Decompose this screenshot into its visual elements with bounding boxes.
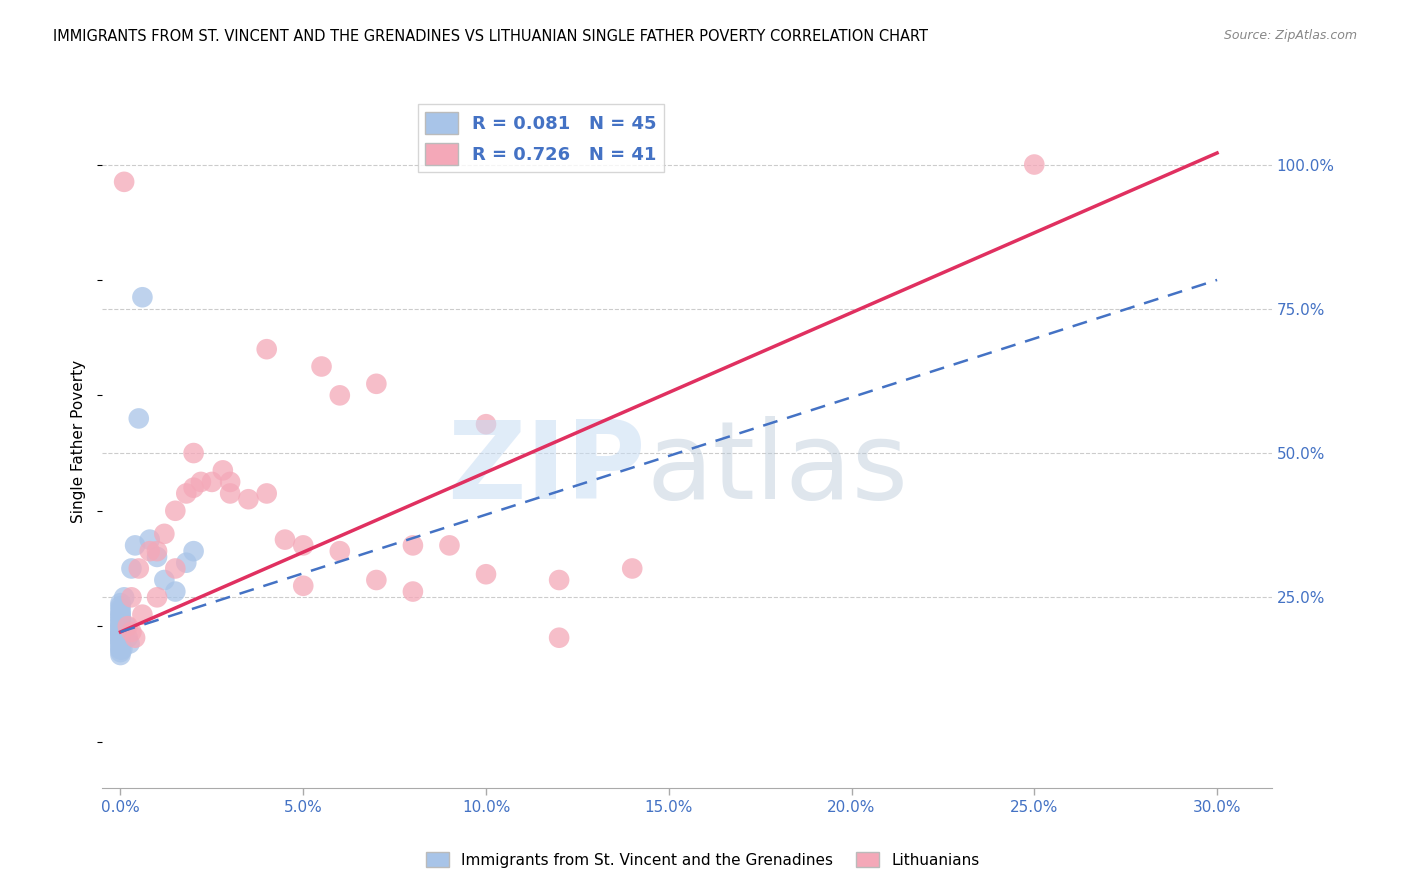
Point [120,561,142,575]
Point [165,561,187,575]
Point [366,376,388,391]
Point [112,175,135,189]
Point [110,624,132,639]
Point [110,610,132,624]
Point [165,504,187,518]
Point [439,538,461,552]
Point [117,631,139,645]
Point [402,538,425,552]
Point [110,599,132,613]
Point [110,642,132,657]
Point [115,619,138,633]
Point [110,624,132,639]
Point [110,602,132,616]
Point [548,573,571,587]
Point [366,573,388,587]
Point [274,533,297,547]
Point [183,544,205,558]
Point [165,584,187,599]
Point [621,561,644,575]
Point [110,616,132,631]
Point [110,636,132,650]
Point [146,549,169,564]
Point [201,475,224,489]
Point [138,533,160,547]
Point [219,475,242,489]
Point [110,619,132,633]
Point [110,631,132,645]
Point [128,561,150,575]
Point [138,544,160,558]
Point [110,633,132,648]
Point [329,388,352,402]
Point [131,290,153,304]
Point [292,538,315,552]
Point [183,446,205,460]
Point [110,645,132,659]
Point [110,619,132,633]
Point [153,526,176,541]
Text: IMMIGRANTS FROM ST. VINCENT AND THE GRENADINES VS LITHUANIAN SINGLE FATHER POVER: IMMIGRANTS FROM ST. VINCENT AND THE GREN… [53,29,928,44]
Point [256,486,278,500]
Point [120,624,142,639]
Point [402,584,425,599]
Point [131,607,153,622]
Point [110,622,132,636]
Point [124,631,146,645]
Point [329,544,352,558]
Point [110,648,132,662]
Point [110,605,132,619]
Point [211,463,233,477]
Point [117,619,139,633]
Point [110,631,132,645]
Point [110,607,132,622]
Point [110,636,132,650]
Point [112,591,135,605]
Point [110,614,132,628]
Point [110,640,132,654]
Point [238,492,260,507]
Point [110,619,132,633]
Point [475,567,498,582]
Point [153,573,176,587]
Point [174,556,197,570]
Point [548,631,571,645]
Point [110,628,132,642]
Point [110,596,132,610]
Point [183,481,205,495]
Point [110,607,132,622]
Legend: Immigrants from St. Vincent and the Grenadines, Lithuanians: Immigrants from St. Vincent and the Gren… [420,846,986,873]
Point [110,614,132,628]
Y-axis label: Single Father Poverty: Single Father Poverty [72,360,86,523]
Point [190,475,212,489]
Text: ZIP: ZIP [447,417,647,522]
Point [110,624,132,639]
Point [219,486,242,500]
Point [124,538,146,552]
Point [110,642,132,657]
Point [1024,157,1046,171]
Point [111,642,134,657]
Text: atlas: atlas [647,417,908,522]
Point [110,633,132,648]
Point [256,342,278,356]
Text: Source: ZipAtlas.com: Source: ZipAtlas.com [1223,29,1357,42]
Point [311,359,333,374]
Point [146,544,169,558]
Point [174,486,197,500]
Legend: R = 0.081   N = 45, R = 0.726   N = 41: R = 0.081 N = 45, R = 0.726 N = 41 [418,104,664,172]
Point [120,591,142,605]
Point [118,636,141,650]
Point [146,591,169,605]
Point [128,411,150,425]
Point [475,417,498,432]
Point [110,628,132,642]
Point [292,579,315,593]
